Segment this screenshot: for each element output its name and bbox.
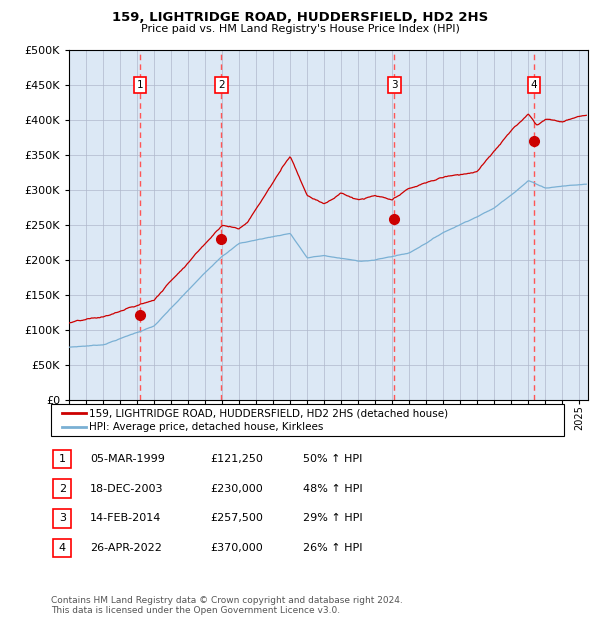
Text: Price paid vs. HM Land Registry's House Price Index (HPI): Price paid vs. HM Land Registry's House … <box>140 24 460 33</box>
Text: £121,250: £121,250 <box>210 454 263 464</box>
Text: £230,000: £230,000 <box>210 484 263 494</box>
Text: 3: 3 <box>59 513 66 523</box>
Text: 159, LIGHTRIDGE ROAD, HUDDERSFIELD, HD2 2HS: 159, LIGHTRIDGE ROAD, HUDDERSFIELD, HD2 … <box>112 11 488 24</box>
Text: 50% ↑ HPI: 50% ↑ HPI <box>303 454 362 464</box>
Text: 29% ↑ HPI: 29% ↑ HPI <box>303 513 362 523</box>
Text: £370,000: £370,000 <box>210 543 263 553</box>
Text: 1: 1 <box>59 454 66 464</box>
Text: 3: 3 <box>391 79 398 90</box>
Text: 26% ↑ HPI: 26% ↑ HPI <box>303 543 362 553</box>
Text: 48% ↑ HPI: 48% ↑ HPI <box>303 484 362 494</box>
Text: HPI: Average price, detached house, Kirklees: HPI: Average price, detached house, Kirk… <box>89 422 323 433</box>
Text: 2: 2 <box>218 79 225 90</box>
Text: 14-FEB-2014: 14-FEB-2014 <box>90 513 161 523</box>
Text: 4: 4 <box>530 79 537 90</box>
Text: 159, LIGHTRIDGE ROAD, HUDDERSFIELD, HD2 2HS (detached house): 159, LIGHTRIDGE ROAD, HUDDERSFIELD, HD2 … <box>89 408 448 419</box>
Text: 1: 1 <box>137 79 143 90</box>
Text: 05-MAR-1999: 05-MAR-1999 <box>90 454 165 464</box>
Text: 26-APR-2022: 26-APR-2022 <box>90 543 162 553</box>
Text: £257,500: £257,500 <box>210 513 263 523</box>
Text: 2: 2 <box>59 484 66 494</box>
Text: 4: 4 <box>59 543 66 553</box>
Text: Contains HM Land Registry data © Crown copyright and database right 2024.
This d: Contains HM Land Registry data © Crown c… <box>51 596 403 615</box>
Text: 18-DEC-2003: 18-DEC-2003 <box>90 484 163 494</box>
